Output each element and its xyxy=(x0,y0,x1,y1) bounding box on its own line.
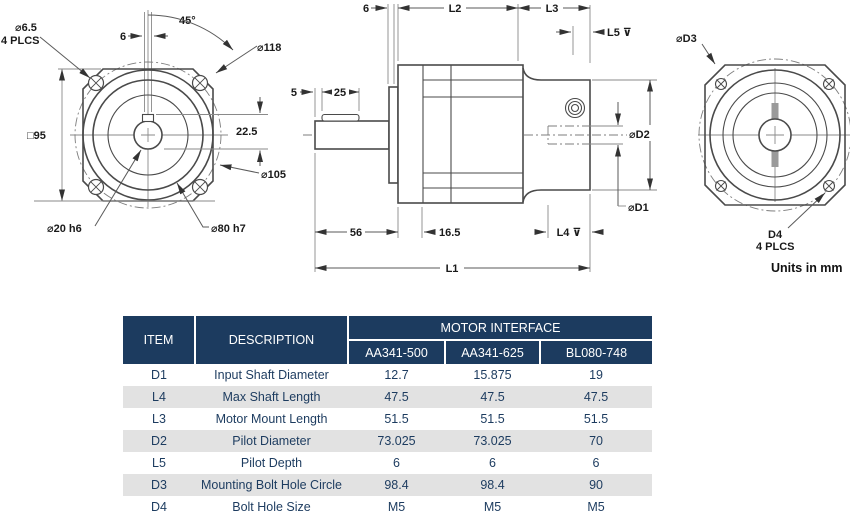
value-cell: M5 xyxy=(483,500,502,514)
value-cell: 51.5 xyxy=(583,412,609,426)
value-cell: 6 xyxy=(393,456,400,470)
rear-d3-label: ⌀D3 xyxy=(676,33,697,45)
front-pilot-circle xyxy=(92,79,204,191)
description-cell: Bolt Hole Size xyxy=(232,500,311,514)
front-keyway xyxy=(141,113,155,123)
item-cell: L5 xyxy=(152,456,166,470)
side-motor-adapter xyxy=(522,67,591,203)
value-cell: 70 xyxy=(589,434,603,448)
value-cell: 90 xyxy=(589,478,603,492)
item-cell: D2 xyxy=(151,434,167,448)
front-keyway-width-label: 6 xyxy=(120,31,126,43)
front-bolt-circle-label: ⌀105 xyxy=(261,169,286,181)
front-hole-plcs-label: 4 PLCS xyxy=(1,35,40,47)
side-view: 6 L2 L3 L5 ⊽ 5 25 ⌀D2 ⌀D1 56 xyxy=(291,1,661,275)
col-header-item: ITEM xyxy=(123,316,196,364)
value-cell: 47.5 xyxy=(480,390,505,404)
side-l3-label: L3 xyxy=(546,3,559,15)
col-header-model-2: AA341-625 xyxy=(445,340,541,364)
col-header-model-3: BL080-748 xyxy=(540,340,653,364)
side-plug xyxy=(564,97,586,119)
value-cell: 73.025 xyxy=(377,434,416,448)
description-cell: Input Shaft Diameter xyxy=(214,368,329,382)
rear-d4-plcs-label: 4 PLCS xyxy=(756,241,795,253)
item-cell: L3 xyxy=(152,412,166,426)
description-cell: Mounting Bolt Hole Circle xyxy=(200,478,343,492)
description-cell: Pilot Depth xyxy=(240,456,303,470)
side-flange-thk-label: 6 xyxy=(363,3,369,15)
units-note: Units in mm xyxy=(771,261,843,275)
table-row: L3 Motor Mount Length 51.5 51.5 51.5 xyxy=(123,408,653,430)
table-row: L5 Pilot Depth 6 6 6 xyxy=(123,452,653,474)
front-keyway-height-label: 22.5 xyxy=(236,126,257,138)
col-header-motor-interface: MOTOR INTERFACE xyxy=(348,316,653,341)
front-bolt-holes xyxy=(87,74,209,196)
value-cell: 6 xyxy=(489,456,496,470)
table-row: L4 Max Shaft Length 47.5 47.5 47.5 xyxy=(123,386,653,408)
description-cell: Max Shaft Length xyxy=(222,390,321,404)
col-header-description: DESCRIPTION xyxy=(195,316,349,364)
front-corner-dia-label: ⌀118 xyxy=(257,42,281,54)
rear-bolt-holes xyxy=(714,77,836,193)
motor-interface-table: ITEM DESCRIPTION MOTOR INTERFACE AA341-5… xyxy=(123,316,653,518)
front-pilot-dia-label: ⌀80 h7 xyxy=(211,223,246,235)
table-row: D4 Bolt Hole Size M5 M5 M5 xyxy=(123,496,653,518)
side-l4-label: L4 ⊽ xyxy=(557,227,582,239)
front-square-dim-label: □95 xyxy=(27,130,46,142)
front-bolt-circle xyxy=(74,61,222,209)
side-output-shaft xyxy=(314,120,390,150)
side-housing xyxy=(397,64,524,204)
side-front-length-label: 56 xyxy=(350,227,362,239)
front-body-circle xyxy=(82,69,214,201)
side-flange xyxy=(388,86,399,184)
item-cell: L4 xyxy=(152,390,166,404)
side-l5-label: L5 ⊽ xyxy=(607,27,632,39)
side-key-offset-label: 5 xyxy=(291,87,297,99)
col-header-model-1: AA341-500 xyxy=(348,340,446,364)
value-cell: 98.4 xyxy=(480,478,505,492)
side-input-bore xyxy=(547,125,590,145)
side-d1-label: ⌀D1 xyxy=(628,202,649,214)
value-cell: 15.875 xyxy=(473,368,512,382)
description-cell: Motor Mount Length xyxy=(215,412,328,426)
value-cell: 51.5 xyxy=(480,412,505,426)
value-cell: 19 xyxy=(589,368,603,382)
value-cell: 47.5 xyxy=(583,390,609,404)
description-cell: Pilot Diameter xyxy=(232,434,311,448)
rear-flange-outline xyxy=(704,64,846,206)
value-cell: 51.5 xyxy=(384,412,409,426)
rear-pilot-circle xyxy=(709,69,841,201)
front-bore-circle xyxy=(107,94,189,176)
side-shaft-key xyxy=(321,113,360,122)
side-key-length-label: 25 xyxy=(334,87,346,99)
drawing-canvas: □95 ⌀6.5 4 PLCS 6 45° ⌀118 22.5 ⌀105 ⌀20… xyxy=(1,1,850,275)
value-cell: M5 xyxy=(387,500,406,514)
rear-view: ⌀D3 D4 4 PLCS Units in mm xyxy=(676,33,850,275)
value-cell: 98.4 xyxy=(384,478,409,492)
value-cell: 12.7 xyxy=(384,368,409,382)
table-row: D3 Mounting Bolt Hole Circle 98.4 98.4 9… xyxy=(123,474,653,496)
front-shaft-dia-label: ⌀20 h6 xyxy=(47,223,82,235)
front-hole-dia-label: ⌀6.5 xyxy=(15,22,37,34)
rear-bolt-circle xyxy=(698,58,850,212)
item-cell: D4 xyxy=(151,500,167,514)
table-row: D1 Input Shaft Diameter 12.7 15.875 19 xyxy=(123,364,653,386)
side-mid-length-label: 16.5 xyxy=(439,227,460,239)
side-d2-label: ⌀D2 xyxy=(629,129,650,141)
value-cell: 47.5 xyxy=(384,390,409,404)
value-cell: M5 xyxy=(587,500,605,514)
item-cell: D3 xyxy=(151,478,167,492)
table-row: D2 Pilot Diameter 73.025 73.025 70 xyxy=(123,430,653,452)
value-cell: 6 xyxy=(592,456,600,470)
value-cell: 73.025 xyxy=(473,434,512,448)
rear-d4-label: D4 xyxy=(768,229,783,241)
item-cell: D1 xyxy=(151,368,167,382)
side-l1-label: L1 xyxy=(446,263,459,275)
side-l2-label: L2 xyxy=(449,3,462,15)
front-view: □95 ⌀6.5 4 PLCS 6 45° ⌀118 22.5 ⌀105 ⌀20… xyxy=(1,10,286,235)
